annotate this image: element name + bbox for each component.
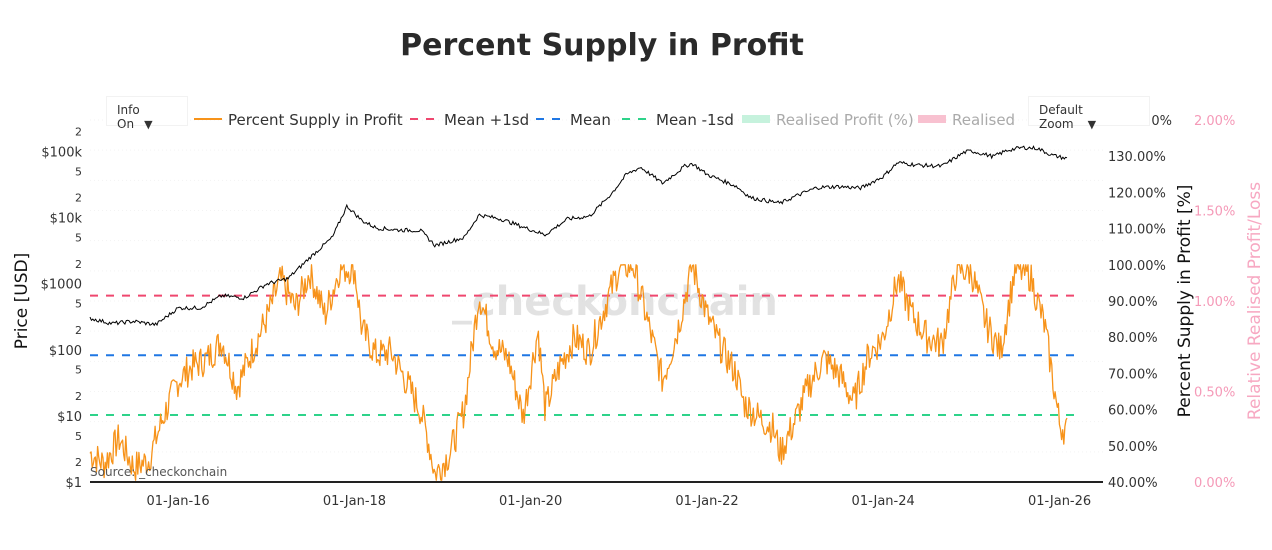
y-right-tick-label: 70.00% (1108, 367, 1158, 382)
x-tick-label: 01-Jan-18 (323, 494, 386, 509)
y-left-tick-label: $10k (50, 212, 83, 227)
x-tick-label: 01-Jan-26 (1028, 494, 1091, 509)
chart-title: Percent Supply in Profit (400, 28, 804, 63)
watermark-text: _checkonchain (452, 279, 778, 325)
y-left-minor-tick-label: 5 (75, 430, 82, 443)
info-toggle-label: Info On (117, 103, 140, 131)
y-right-tick-label: 40.00% (1108, 476, 1158, 491)
y-right-tick-label: 80.00% (1108, 331, 1158, 346)
x-tick-label: 01-Jan-22 (675, 494, 738, 509)
dropdown-arrow-icon: ▼ (144, 118, 153, 131)
y-left-tick-label: $100k (41, 146, 82, 161)
legend-swatch (742, 115, 770, 123)
dropdown-arrow-icon: ▼ (1087, 118, 1097, 131)
legend-item[interactable]: Realised (918, 111, 1015, 129)
y-right-tick-label: 60.00% (1108, 404, 1158, 419)
y-right-tick-label: 130.00% (1108, 150, 1166, 165)
y-right-tick-label: 90.00% (1108, 295, 1158, 310)
series-layer (89, 145, 1068, 481)
grid-layer (90, 119, 1103, 453)
y-left-minor-tick-label: 2 (75, 258, 82, 271)
y-right2-tick-label: 0.00% (1194, 476, 1235, 491)
legend-layer: Percent Supply in Profit Mean +1sd Mean Mea… (194, 111, 1015, 129)
legend-swatch (918, 115, 946, 123)
legend-label: Realised Profit (%) (776, 111, 914, 129)
y-left-minor-tick-label: 5 (75, 165, 82, 178)
y-right-axis-title: Percent Supply in Profit [%] (1175, 185, 1195, 418)
zoom-dropdown-label: Default Zoom (1039, 103, 1083, 131)
y-left-tick-label: $1 (65, 476, 82, 491)
y-left-minor-tick-label: 2 (75, 324, 82, 337)
y-right2-tick-label: 2.00% (1194, 114, 1235, 129)
price-line (89, 145, 1068, 327)
y-right2-tick-label: 1.00% (1194, 295, 1235, 310)
watermark-layer: _checkonchain (452, 279, 778, 325)
x-tick-label: 01-Jan-24 (852, 494, 915, 509)
y-right-tick-label: 110.00% (1108, 223, 1166, 238)
legend-label: Mean (570, 111, 611, 129)
info-toggle-button[interactable]: Info On ▼ (106, 96, 188, 131)
y-left-minor-tick-label: 2 (75, 126, 82, 139)
y-left-minor-tick-label: 2 (75, 456, 82, 469)
legend-label: Mean +1sd (444, 111, 529, 129)
legend-label: Percent Supply in Profit (228, 111, 403, 129)
y-right-tick-label: 120.00% (1108, 186, 1166, 201)
x-tick-label: 01-Jan-20 (499, 494, 562, 509)
y-left-tick-label: $100 (49, 344, 82, 359)
y-left-minor-tick-label: 2 (75, 390, 82, 403)
y-left-minor-tick-label: 2 (75, 192, 82, 205)
source-label: Source: _checkonchain (90, 465, 227, 479)
legend-item[interactable]: Mean +1sd (410, 111, 529, 129)
y-right-tick-label: 100.00% (1108, 259, 1166, 274)
y-left-tick-label: $1000 (41, 278, 82, 293)
legend-item[interactable]: Percent Supply in Profit (194, 111, 403, 129)
hline-layer (90, 294, 1075, 417)
legend-item[interactable]: Realised Profit (%) (742, 111, 914, 129)
zoom-dropdown-button[interactable]: Default Zoom ▼ (1028, 96, 1150, 131)
y-right-tick-label: 50.00% (1108, 440, 1158, 455)
legend-label: Realised (952, 111, 1015, 129)
y-left-minor-tick-label: 5 (75, 298, 82, 311)
y-left-minor-tick-label: 5 (75, 232, 82, 245)
y-right-tick-label: 0% (1151, 114, 1172, 129)
percent-supply-line (89, 264, 1068, 481)
legend-label: Mean -1sd (656, 111, 734, 129)
legend-item[interactable]: Mean -1sd (622, 111, 734, 129)
y-right2-tick-label: 1.50% (1194, 205, 1235, 220)
y-right2-tick-label: 0.50% (1194, 386, 1235, 401)
y-left-axis-title: Price [USD] (12, 253, 32, 349)
axis-layer: 01-Jan-16 01-Jan-18 01-Jan-20 01-Jan-22 01-J… (12, 114, 1265, 509)
y-left-tick-label: $10 (57, 410, 82, 425)
y-right2-axis-title: Relative Realised Profit/Loss (1245, 182, 1265, 420)
legend-item[interactable]: Mean (536, 111, 611, 129)
y-left-minor-tick-label: 5 (75, 364, 82, 377)
x-tick-label: 01-Jan-16 (146, 494, 209, 509)
